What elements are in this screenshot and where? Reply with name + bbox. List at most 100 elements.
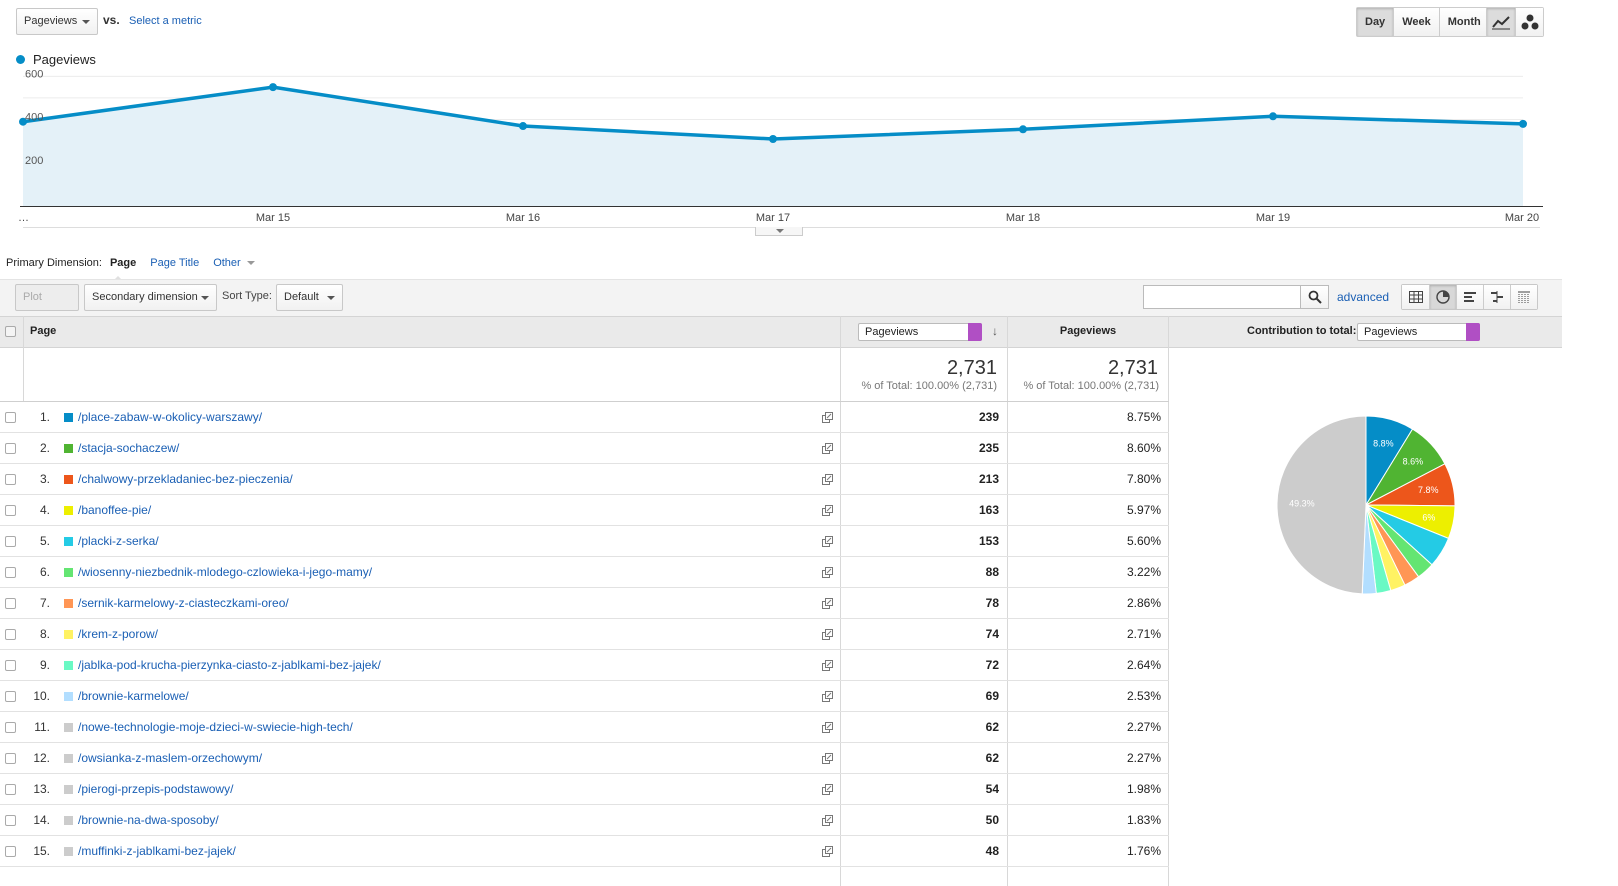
row-page-link[interactable]: /place-zabaw-w-okolicy-warszawy/ xyxy=(78,410,263,424)
row-checkbox[interactable] xyxy=(5,722,16,733)
view-data-button[interactable] xyxy=(1402,285,1429,309)
data-point[interactable] xyxy=(19,117,27,126)
row-checkbox[interactable] xyxy=(5,784,16,795)
row-color-swatch xyxy=(64,630,73,639)
row-pageviews: 74 xyxy=(985,627,999,641)
table-row: 1. /place-zabaw-w-okolicy-warszawy/239 8.7… xyxy=(0,402,1169,433)
plot-rows-button[interactable]: Plot Rows xyxy=(15,284,79,328)
open-external-icon[interactable] xyxy=(822,846,833,857)
row-page-link[interactable]: /wiosenny-niezbednik-mlodego-czlowieka-i… xyxy=(78,565,373,579)
row-checkbox[interactable] xyxy=(5,598,16,609)
row-page-link[interactable]: /pierogi-przepis-podstawowy/ xyxy=(78,782,234,796)
area-fill xyxy=(23,87,1523,206)
secondary-dimension-select[interactable]: Secondary dimension xyxy=(84,284,217,311)
period-day-button[interactable]: Day xyxy=(1357,8,1395,36)
table-search-input[interactable] xyxy=(1143,285,1329,309)
pie-chart-icon xyxy=(1436,290,1450,304)
select-metric-link[interactable]: Select a metric xyxy=(129,15,202,27)
open-external-icon[interactable] xyxy=(822,784,833,795)
advanced-filter-link[interactable]: advanced xyxy=(1337,290,1390,304)
x-tick-label: Mar 17 xyxy=(756,212,790,224)
open-external-icon[interactable] xyxy=(822,567,833,578)
table-row: 6. /wiosenny-niezbednik-mlodego-czlowieka… xyxy=(0,557,1169,588)
open-external-icon[interactable] xyxy=(822,691,833,702)
sort-type-select[interactable]: Default xyxy=(276,284,343,311)
legend-dot xyxy=(16,55,25,64)
metric-select[interactable]: Pageviews xyxy=(16,8,98,35)
data-point[interactable] xyxy=(519,122,527,131)
view-comparison-button[interactable] xyxy=(1483,285,1510,309)
row-page-link[interactable]: /brownie-na-dwa-sposoby/ xyxy=(78,813,219,827)
dimension-page-title[interactable]: Page Title xyxy=(150,257,200,269)
y-tick-label: 200 xyxy=(25,155,43,167)
motion-chart-button[interactable] xyxy=(1515,8,1543,36)
select-all-checkbox[interactable] xyxy=(5,326,16,337)
row-index: 13. xyxy=(33,782,50,796)
open-external-icon[interactable] xyxy=(822,598,833,609)
view-performance-button[interactable] xyxy=(1456,285,1483,309)
column-header-page[interactable]: Page xyxy=(30,325,57,337)
row-percent: 8.75% xyxy=(1126,410,1161,424)
contribution-select[interactable]: Pageviews xyxy=(1357,323,1480,341)
open-external-icon[interactable] xyxy=(822,474,833,485)
row-page-link[interactable]: /chalwowy-przekladaniec-bez-pieczenia/ xyxy=(78,472,293,486)
row-page-link[interactable]: /placki-z-serka/ xyxy=(78,534,159,548)
open-external-icon[interactable] xyxy=(822,660,833,671)
column-metric-select[interactable]: Pageviews xyxy=(858,323,982,341)
row-page-link[interactable]: /brownie-karmelowe/ xyxy=(78,689,189,703)
data-point[interactable] xyxy=(1519,119,1527,128)
period-month-button[interactable]: Month xyxy=(1439,8,1489,36)
row-checkbox[interactable] xyxy=(5,846,16,857)
period-week-button[interactable]: Week xyxy=(1394,8,1440,36)
row-page-link[interactable]: /nowe-technologie-moje-dzieci-w-swiecie-… xyxy=(78,720,353,734)
search-button[interactable] xyxy=(1300,285,1329,309)
y-tick-label: 600 xyxy=(25,70,43,80)
open-external-icon[interactable] xyxy=(822,722,833,733)
open-external-icon[interactable] xyxy=(822,505,833,516)
row-checkbox[interactable] xyxy=(5,505,16,516)
row-checkbox[interactable] xyxy=(5,753,16,764)
row-page-link[interactable]: /krem-z-porow/ xyxy=(78,627,159,641)
column-header-pageviews[interactable]: Pageviews xyxy=(1059,325,1117,337)
row-checkbox[interactable] xyxy=(5,815,16,826)
line-chart-button[interactable] xyxy=(1487,8,1515,36)
row-page-link[interactable]: /stacja-sochaczew/ xyxy=(78,441,180,455)
row-page-link[interactable]: /sernik-karmelowy-z-ciasteczkami-oreo/ xyxy=(78,596,289,610)
data-point[interactable] xyxy=(769,135,777,143)
view-percentage-button[interactable] xyxy=(1429,285,1456,309)
row-index: 11. xyxy=(34,720,50,734)
row-page-link[interactable]: /jablka-pod-krucha-pierzynka-ciasto-z-ja… xyxy=(78,658,381,672)
row-checkbox[interactable] xyxy=(5,412,16,423)
open-external-icon[interactable] xyxy=(822,753,833,764)
row-checkbox[interactable] xyxy=(5,567,16,578)
row-pageviews: 54 xyxy=(985,782,999,796)
row-checkbox[interactable] xyxy=(5,474,16,485)
data-point[interactable] xyxy=(1019,125,1027,134)
open-external-icon[interactable] xyxy=(822,443,833,454)
row-checkbox[interactable] xyxy=(5,629,16,640)
dimension-page[interactable]: Page xyxy=(109,257,137,269)
row-index: 15. xyxy=(33,844,50,858)
row-checkbox[interactable] xyxy=(5,443,16,454)
row-page-link[interactable]: /muffinki-z-jablkami-bez-jajek/ xyxy=(78,844,236,858)
row-page-link[interactable]: /banoffee-pie/ xyxy=(78,503,152,517)
row-percent: 7.80% xyxy=(1126,472,1161,486)
chart-collapse-handle[interactable] xyxy=(755,227,803,236)
data-point[interactable] xyxy=(269,83,277,92)
row-percent: 1.98% xyxy=(1126,782,1161,796)
data-point[interactable] xyxy=(1269,112,1277,121)
dimension-other[interactable]: Other xyxy=(213,257,255,269)
pie-slice-label: 6% xyxy=(1422,513,1435,523)
view-pivot-button[interactable] xyxy=(1510,285,1537,309)
sort-descending-icon[interactable]: ↓ xyxy=(992,324,998,338)
row-checkbox[interactable] xyxy=(5,660,16,671)
open-external-icon[interactable] xyxy=(822,536,833,547)
row-percent: 5.60% xyxy=(1126,534,1161,548)
open-external-icon[interactable] xyxy=(822,629,833,640)
open-external-icon[interactable] xyxy=(822,815,833,826)
row-checkbox[interactable] xyxy=(5,691,16,702)
row-percent: 2.53% xyxy=(1126,689,1161,703)
row-checkbox[interactable] xyxy=(5,536,16,547)
open-external-icon[interactable] xyxy=(822,412,833,423)
row-page-link[interactable]: /owsianka-z-maslem-orzechowym/ xyxy=(78,751,263,765)
